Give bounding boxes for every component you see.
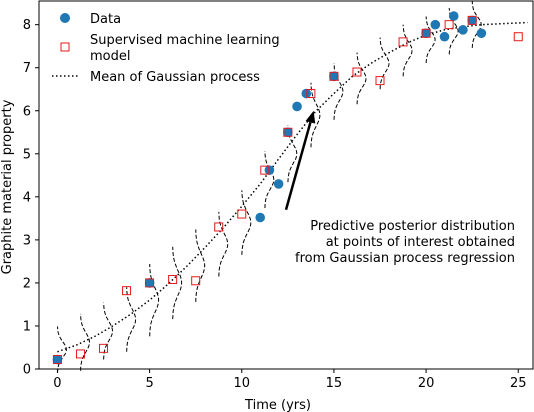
posterior-curve: [402, 24, 413, 77]
ml-point: [145, 278, 155, 288]
ml-point: [329, 71, 339, 81]
posterior-curve: [425, 16, 436, 63]
x-tick-label: 20: [418, 376, 435, 391]
legend-gp-label: Mean of Gaussian process: [90, 70, 260, 85]
y-tick-label: 6: [23, 104, 31, 119]
posterior-curve: [195, 229, 206, 302]
legend: Data Supervised machine learning model M…: [52, 12, 280, 85]
data-point: [439, 31, 450, 42]
ml-point: [352, 67, 362, 77]
ml-point: [306, 89, 316, 99]
x-tick-label: 5: [145, 376, 153, 391]
y-tick-label: 8: [23, 18, 31, 33]
x-tick-label: 15: [326, 376, 343, 391]
ml-point: [52, 355, 62, 365]
ml-point: [421, 28, 431, 38]
annotation-arrow-head: [305, 110, 316, 124]
data-point: [430, 19, 441, 30]
ml-point: [398, 37, 408, 47]
ml-point: [168, 274, 178, 284]
posterior-curve: [218, 211, 229, 277]
data-point: [255, 212, 265, 223]
data-point: [292, 101, 302, 112]
ml-point: [283, 127, 293, 137]
legend-ml-label-line-1: Supervised machine learning: [90, 33, 280, 48]
legend-data-label: Data: [90, 12, 121, 27]
data-point: [467, 15, 477, 26]
annotation-arrow-shaft: [284, 121, 312, 211]
data-point: [329, 71, 339, 82]
y-tick-label: 7: [23, 61, 31, 76]
legend-ml-marker: [60, 42, 70, 52]
ml-point: [75, 349, 85, 359]
gp-mean-line: [57, 21, 528, 353]
posterior-curve: [356, 52, 367, 105]
y-axis-label: Graphite material property: [0, 99, 15, 274]
x-tick-label: 25: [510, 376, 527, 391]
posterior-curve: [103, 302, 114, 360]
posterior-curve: [126, 287, 137, 352]
x-tick-label: 10: [233, 376, 250, 391]
data-point: [476, 28, 487, 39]
posterior-curve: [379, 37, 390, 90]
data-point: [144, 278, 155, 288]
y-tick-label: 1: [23, 319, 31, 334]
data-point: [448, 11, 459, 21]
y-tick-label: 5: [23, 147, 31, 162]
posterior-curve: [57, 326, 67, 373]
y-tick-label: 4: [23, 190, 31, 205]
posterior-curve: [310, 82, 321, 148]
data-point: [421, 28, 431, 39]
x-tick-label: 0: [53, 376, 61, 391]
data-point: [52, 354, 63, 365]
data-point: [458, 25, 468, 35]
ml-point: [375, 76, 385, 86]
ml-point: [444, 20, 454, 30]
y-tick-label: 3: [23, 233, 31, 248]
legend-data-marker: [60, 13, 70, 23]
data-point: [264, 165, 275, 175]
posterior-curve: [172, 246, 183, 320]
annotation: Predictive posterior distribution at poi…: [284, 110, 515, 266]
posterior-curve: [333, 62, 344, 120]
ml-point: [237, 209, 247, 219]
y-tick-label: 0: [23, 363, 31, 378]
posterior-curve: [471, 1, 482, 48]
posterior-curve: [264, 151, 275, 209]
posterior-curve: [80, 313, 91, 371]
ml-point: [467, 15, 477, 25]
ml-point: [260, 165, 270, 175]
ml-point: [191, 276, 201, 286]
data-point: [273, 179, 284, 189]
legend-ml-label-line-2: model: [90, 49, 130, 64]
y-tick-label: 2: [23, 276, 31, 291]
annotation-line-3: from Gaussian process regression: [295, 251, 515, 266]
data-point: [301, 88, 312, 99]
ml-point: [99, 343, 109, 353]
plot-area: [52, 1, 528, 373]
data-point: [283, 127, 293, 138]
posterior-curve: [149, 263, 160, 337]
annotation-line-2: at points of interest obtained: [326, 235, 515, 250]
x-axis-label: Time (yrs): [244, 398, 311, 412]
ml-point: [214, 222, 224, 232]
ml-point: [513, 32, 523, 42]
ml-point: [122, 286, 132, 296]
annotation-line-1: Predictive posterior distribution: [310, 219, 515, 234]
plot-frame: [38, 0, 534, 370]
posterior-curve: [241, 190, 252, 255]
